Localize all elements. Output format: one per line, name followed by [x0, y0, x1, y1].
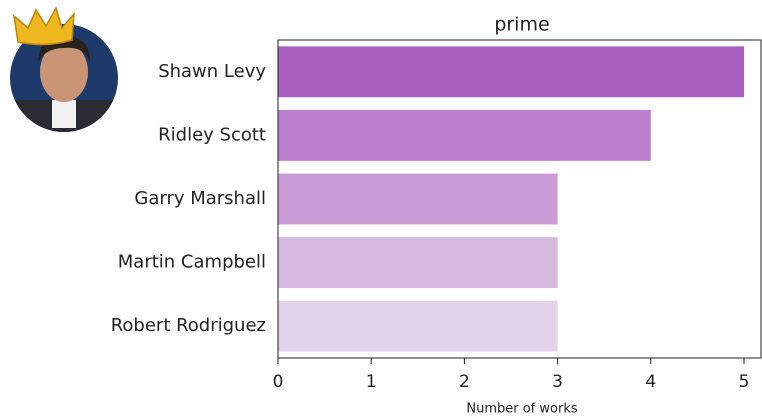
bar [278, 173, 558, 225]
x-tick-label: 3 [552, 372, 563, 392]
shirt [52, 100, 76, 128]
bar [278, 237, 558, 289]
y-tick-label: Robert Rodriguez [111, 315, 266, 336]
y-tick-label: Ridley Scott [158, 124, 266, 145]
x-tick-label: 5 [739, 372, 750, 392]
chart-title: prime [494, 14, 549, 36]
x-tick-label: 0 [273, 372, 284, 392]
y-tick-label: Shawn Levy [158, 61, 266, 82]
crown [12, 6, 75, 46]
x-axis-label: Number of works [466, 402, 577, 417]
x-tick-label: 1 [366, 372, 377, 392]
x-tick-label: 2 [459, 372, 470, 392]
bar [278, 46, 744, 98]
axes-frame [277, 39, 762, 359]
y-tick-label: Garry Marshall [134, 188, 266, 209]
avatar [10, 6, 118, 132]
y-tick-label: Martin Campbell [118, 252, 266, 273]
bar [278, 109, 651, 161]
bar [278, 300, 558, 352]
x-tick-label: 4 [645, 372, 656, 392]
face [40, 42, 88, 102]
